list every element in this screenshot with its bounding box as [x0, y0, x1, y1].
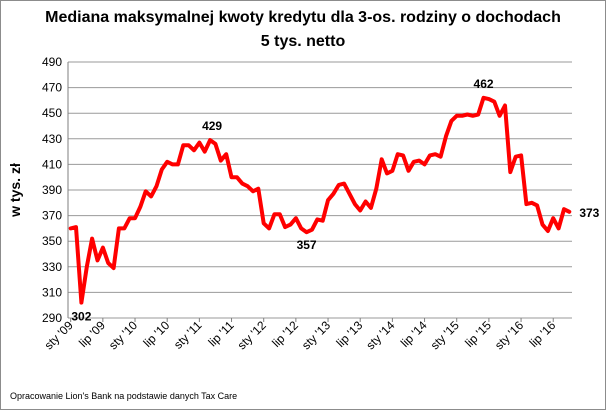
chart-title: Mediana maksymalnej kwoty kredytu dla 3-… [0, 6, 606, 54]
x-tick-label: lip '12 [269, 318, 301, 350]
y-tick-label: 430 [42, 132, 62, 146]
x-tick-label: sty '15 [428, 318, 462, 352]
x-tick-label: lip '13 [334, 318, 366, 350]
source-note: Opracowanie Lion's Bank na podstawie dan… [10, 391, 238, 401]
x-tick-label: lip '11 [205, 318, 236, 349]
y-tick-label: 330 [42, 260, 62, 274]
y-tick-label: 290 [42, 311, 62, 325]
y-tick-label: 370 [42, 209, 62, 223]
y-tick-label: 450 [42, 106, 62, 120]
y-tick-label: 350 [42, 234, 62, 248]
y-axis-ticks: 290 310 330 350 370 390 410 430 450 470 490 [42, 55, 62, 325]
chart-title-line2: 5 tys. netto [260, 33, 346, 50]
y-tick-label: 390 [42, 183, 62, 197]
data-label: 429 [202, 119, 222, 133]
data-label: 302 [71, 310, 91, 324]
y-tick-label: 310 [42, 285, 62, 299]
x-tick-label: sty '13 [299, 318, 333, 352]
data-label: 373 [579, 206, 599, 220]
series-line-path [68, 95, 572, 305]
y-tick-label: 410 [42, 157, 62, 171]
data-label: 357 [297, 238, 317, 252]
y-tick-label: 470 [42, 81, 62, 95]
x-tick-label: sty '11 [171, 318, 205, 352]
gridlines [67, 61, 572, 319]
x-tick-label: sty '10 [106, 318, 140, 352]
x-tick-label: sty '12 [235, 318, 269, 352]
y-tick-label: 490 [42, 55, 62, 69]
x-tick-label: lip '10 [141, 318, 173, 350]
x-tick-label: sty '14 [363, 318, 397, 352]
x-tick-label: lip '16 [527, 318, 559, 350]
x-tick-label: lip '15 [462, 318, 494, 350]
data-label: 462 [474, 77, 494, 91]
series-line [68, 95, 572, 305]
x-tick-label: sty '16 [492, 318, 526, 352]
chart-title-line1: Mediana maksymalnej kwoty kredytu dla 3-… [45, 9, 561, 26]
y-axis-label: w tys. zł [7, 163, 23, 218]
x-tick-label: lip '14 [398, 318, 430, 350]
data-annotations: 302 429 357 462 373 [71, 77, 599, 324]
